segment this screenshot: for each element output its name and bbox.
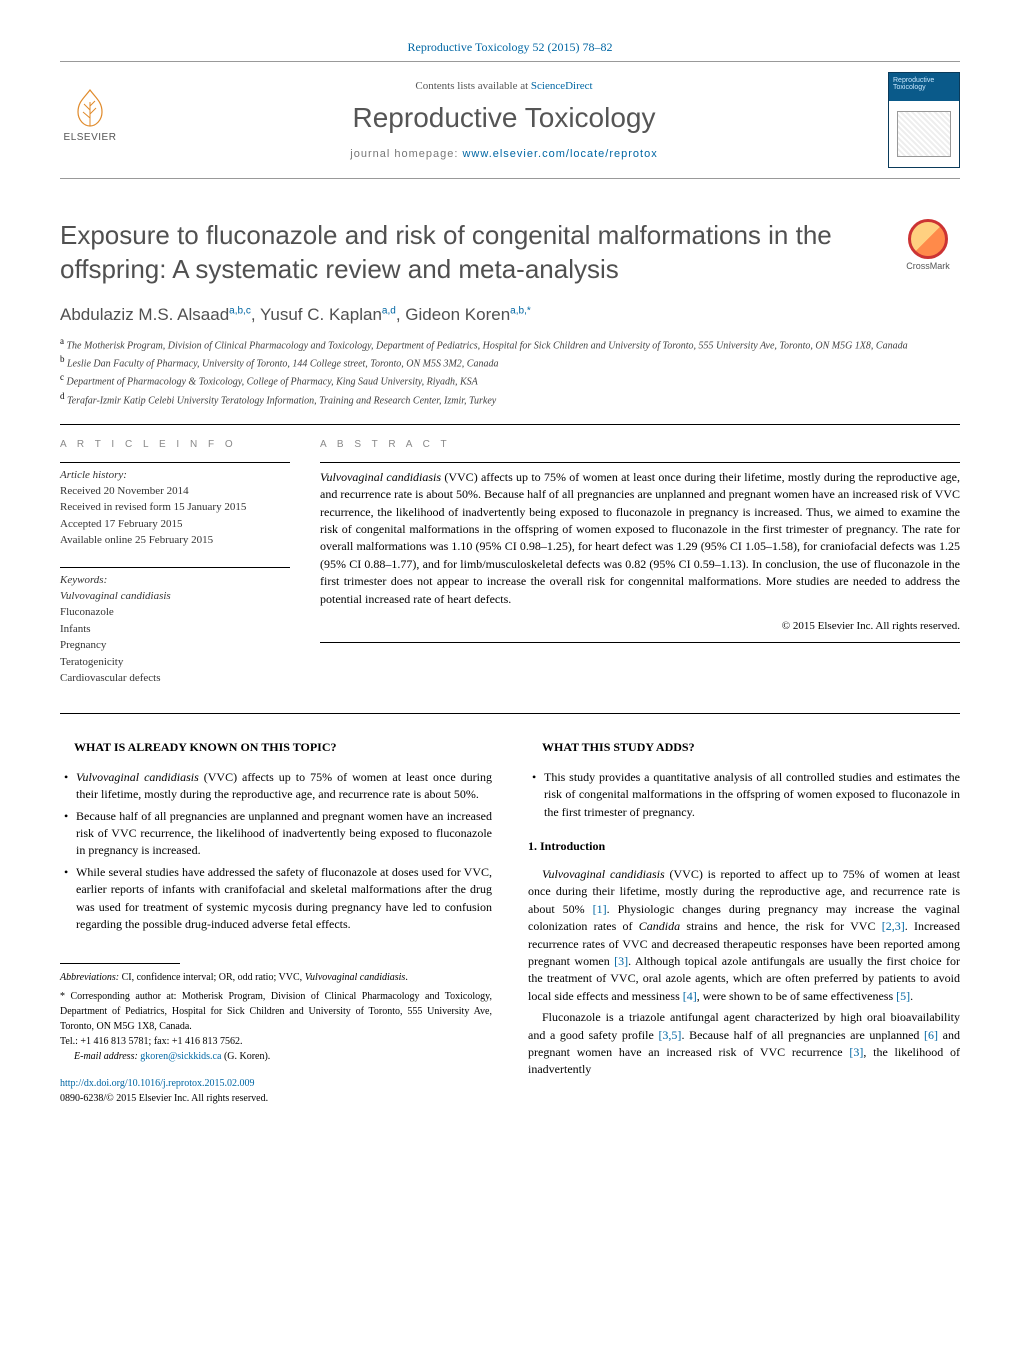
masthead-bottom-rule [60, 178, 960, 179]
abbrev-label: Abbreviations: [60, 972, 119, 983]
author-list: Abdulaziz M.S. Alsaada,b,c, Yusuf C. Kap… [60, 305, 960, 325]
known-bullet: Vulvovaginal candidiasis (VVC) affects u… [64, 769, 492, 804]
info-rule-1 [60, 462, 290, 463]
crossmark-badge[interactable]: CrossMark [896, 219, 960, 283]
sciencedirect-link[interactable]: ScienceDirect [531, 80, 593, 92]
intro-heading: 1. Introduction [528, 839, 960, 854]
journal-title: Reproductive Toxicology [140, 102, 868, 134]
elsevier-tree-icon [66, 84, 114, 132]
abstract-text: Vulvovaginal candidiasis (VVC) affects u… [320, 469, 960, 608]
keywords-block: Keywords: Vulvovaginal candidiasisFlucon… [60, 567, 290, 687]
email-label: E-mail address: [74, 1051, 140, 1062]
left-column: WHAT IS ALREADY KNOWN ON THIS TOPIC? Vul… [60, 740, 492, 1107]
article-info-label: a r t i c l e i n f o [60, 439, 290, 450]
running-citation: Reproductive Toxicology 52 (2015) 78–82 [60, 40, 960, 55]
abstract-label: a b s t r a c t [320, 439, 960, 450]
doi-link[interactable]: http://dx.doi.org/10.1016/j.reprotox.201… [60, 1078, 255, 1089]
known-bullets: Vulvovaginal candidiasis (VVC) affects u… [60, 769, 492, 934]
footnote-rule [60, 963, 180, 964]
main-rule [60, 713, 960, 714]
known-bullet: While several studies have addressed the… [64, 864, 492, 934]
masthead: ELSEVIER Contents lists available at Sci… [60, 62, 960, 172]
doi-block: http://dx.doi.org/10.1016/j.reprotox.201… [60, 1076, 492, 1106]
abbrev-text: CI, confidence interval; OR, odd ratio; … [119, 972, 408, 983]
keywords-label: Keywords: [60, 574, 290, 586]
email-footnote: E-mail address: gkoren@sickkids.ca (G. K… [60, 1049, 492, 1064]
abstract-copyright: © 2015 Elsevier Inc. All rights reserved… [320, 620, 960, 632]
corr-label: * Corresponding author at: [60, 991, 176, 1002]
keywords-lines: Vulvovaginal candidiasisFluconazoleInfan… [60, 588, 290, 687]
tel-footnote: Tel.: +1 416 813 5781; fax: +1 416 813 7… [60, 1034, 492, 1049]
contents-available: Contents lists available at ScienceDirec… [140, 80, 868, 92]
corresponding-footnote: * Corresponding author at: Motherisk Pro… [60, 989, 492, 1034]
abstract-rule-top [320, 462, 960, 463]
issn-line: 0890-6238/© 2015 Elsevier Inc. All right… [60, 1093, 268, 1104]
cover-title: Reproductive Toxicology [893, 77, 955, 91]
adds-bullets: This study provides a quantitative analy… [528, 769, 960, 821]
crossmark-icon [908, 219, 948, 259]
abbrev-footnote: Abbreviations: CI, confidence interval; … [60, 970, 492, 985]
contents-prefix: Contents lists available at [415, 80, 530, 92]
homepage-prefix: journal homepage: [350, 148, 462, 160]
journal-homepage: journal homepage: www.elsevier.com/locat… [140, 148, 868, 160]
right-column: WHAT THIS STUDY ADDS? This study provide… [528, 740, 960, 1107]
email-who: (G. Koren). [221, 1051, 270, 1062]
info-rule-2 [60, 567, 290, 568]
article-info-column: a r t i c l e i n f o Article history: R… [60, 439, 290, 687]
article-header: Exposure to fluconazole and risk of cong… [60, 219, 960, 287]
body-columns: WHAT IS ALREADY KNOWN ON THIS TOPIC? Vul… [60, 740, 960, 1107]
crossmark-label: CrossMark [906, 261, 950, 271]
intro-p1: Vulvovaginal candidiasis (VVC) is report… [528, 866, 960, 1005]
journal-cover-thumb: Reproductive Toxicology [888, 72, 960, 168]
publisher-logo: ELSEVIER [60, 84, 120, 156]
abstract-column: a b s t r a c t Vulvovaginal candidiasis… [320, 439, 960, 687]
affiliations: a The Motherisk Program, Division of Cli… [60, 335, 960, 408]
history-label: Article history: [60, 469, 290, 481]
adds-bullet: This study provides a quantitative analy… [532, 769, 960, 821]
intro-p2: Fluconazole is a triazole antifungal age… [528, 1009, 960, 1079]
publisher-name: ELSEVIER [64, 132, 117, 143]
known-heading: WHAT IS ALREADY KNOWN ON THIS TOPIC? [60, 740, 492, 755]
adds-heading: WHAT THIS STUDY ADDS? [528, 740, 960, 755]
email-link[interactable]: gkoren@sickkids.ca [140, 1051, 221, 1062]
known-bullet: Because half of all pregnancies are unpl… [64, 808, 492, 860]
history-lines: Received 20 November 2014Received in rev… [60, 483, 290, 549]
homepage-link[interactable]: www.elsevier.com/locate/reprotox [462, 148, 657, 160]
affiliation-rule [60, 424, 960, 425]
article-title: Exposure to fluconazole and risk of cong… [60, 219, 896, 287]
abstract-rule-bottom [320, 642, 960, 643]
info-abstract-row: a r t i c l e i n f o Article history: R… [60, 439, 960, 687]
page-root: Reproductive Toxicology 52 (2015) 78–82 … [0, 0, 1020, 1146]
masthead-center: Contents lists available at ScienceDirec… [120, 80, 888, 160]
